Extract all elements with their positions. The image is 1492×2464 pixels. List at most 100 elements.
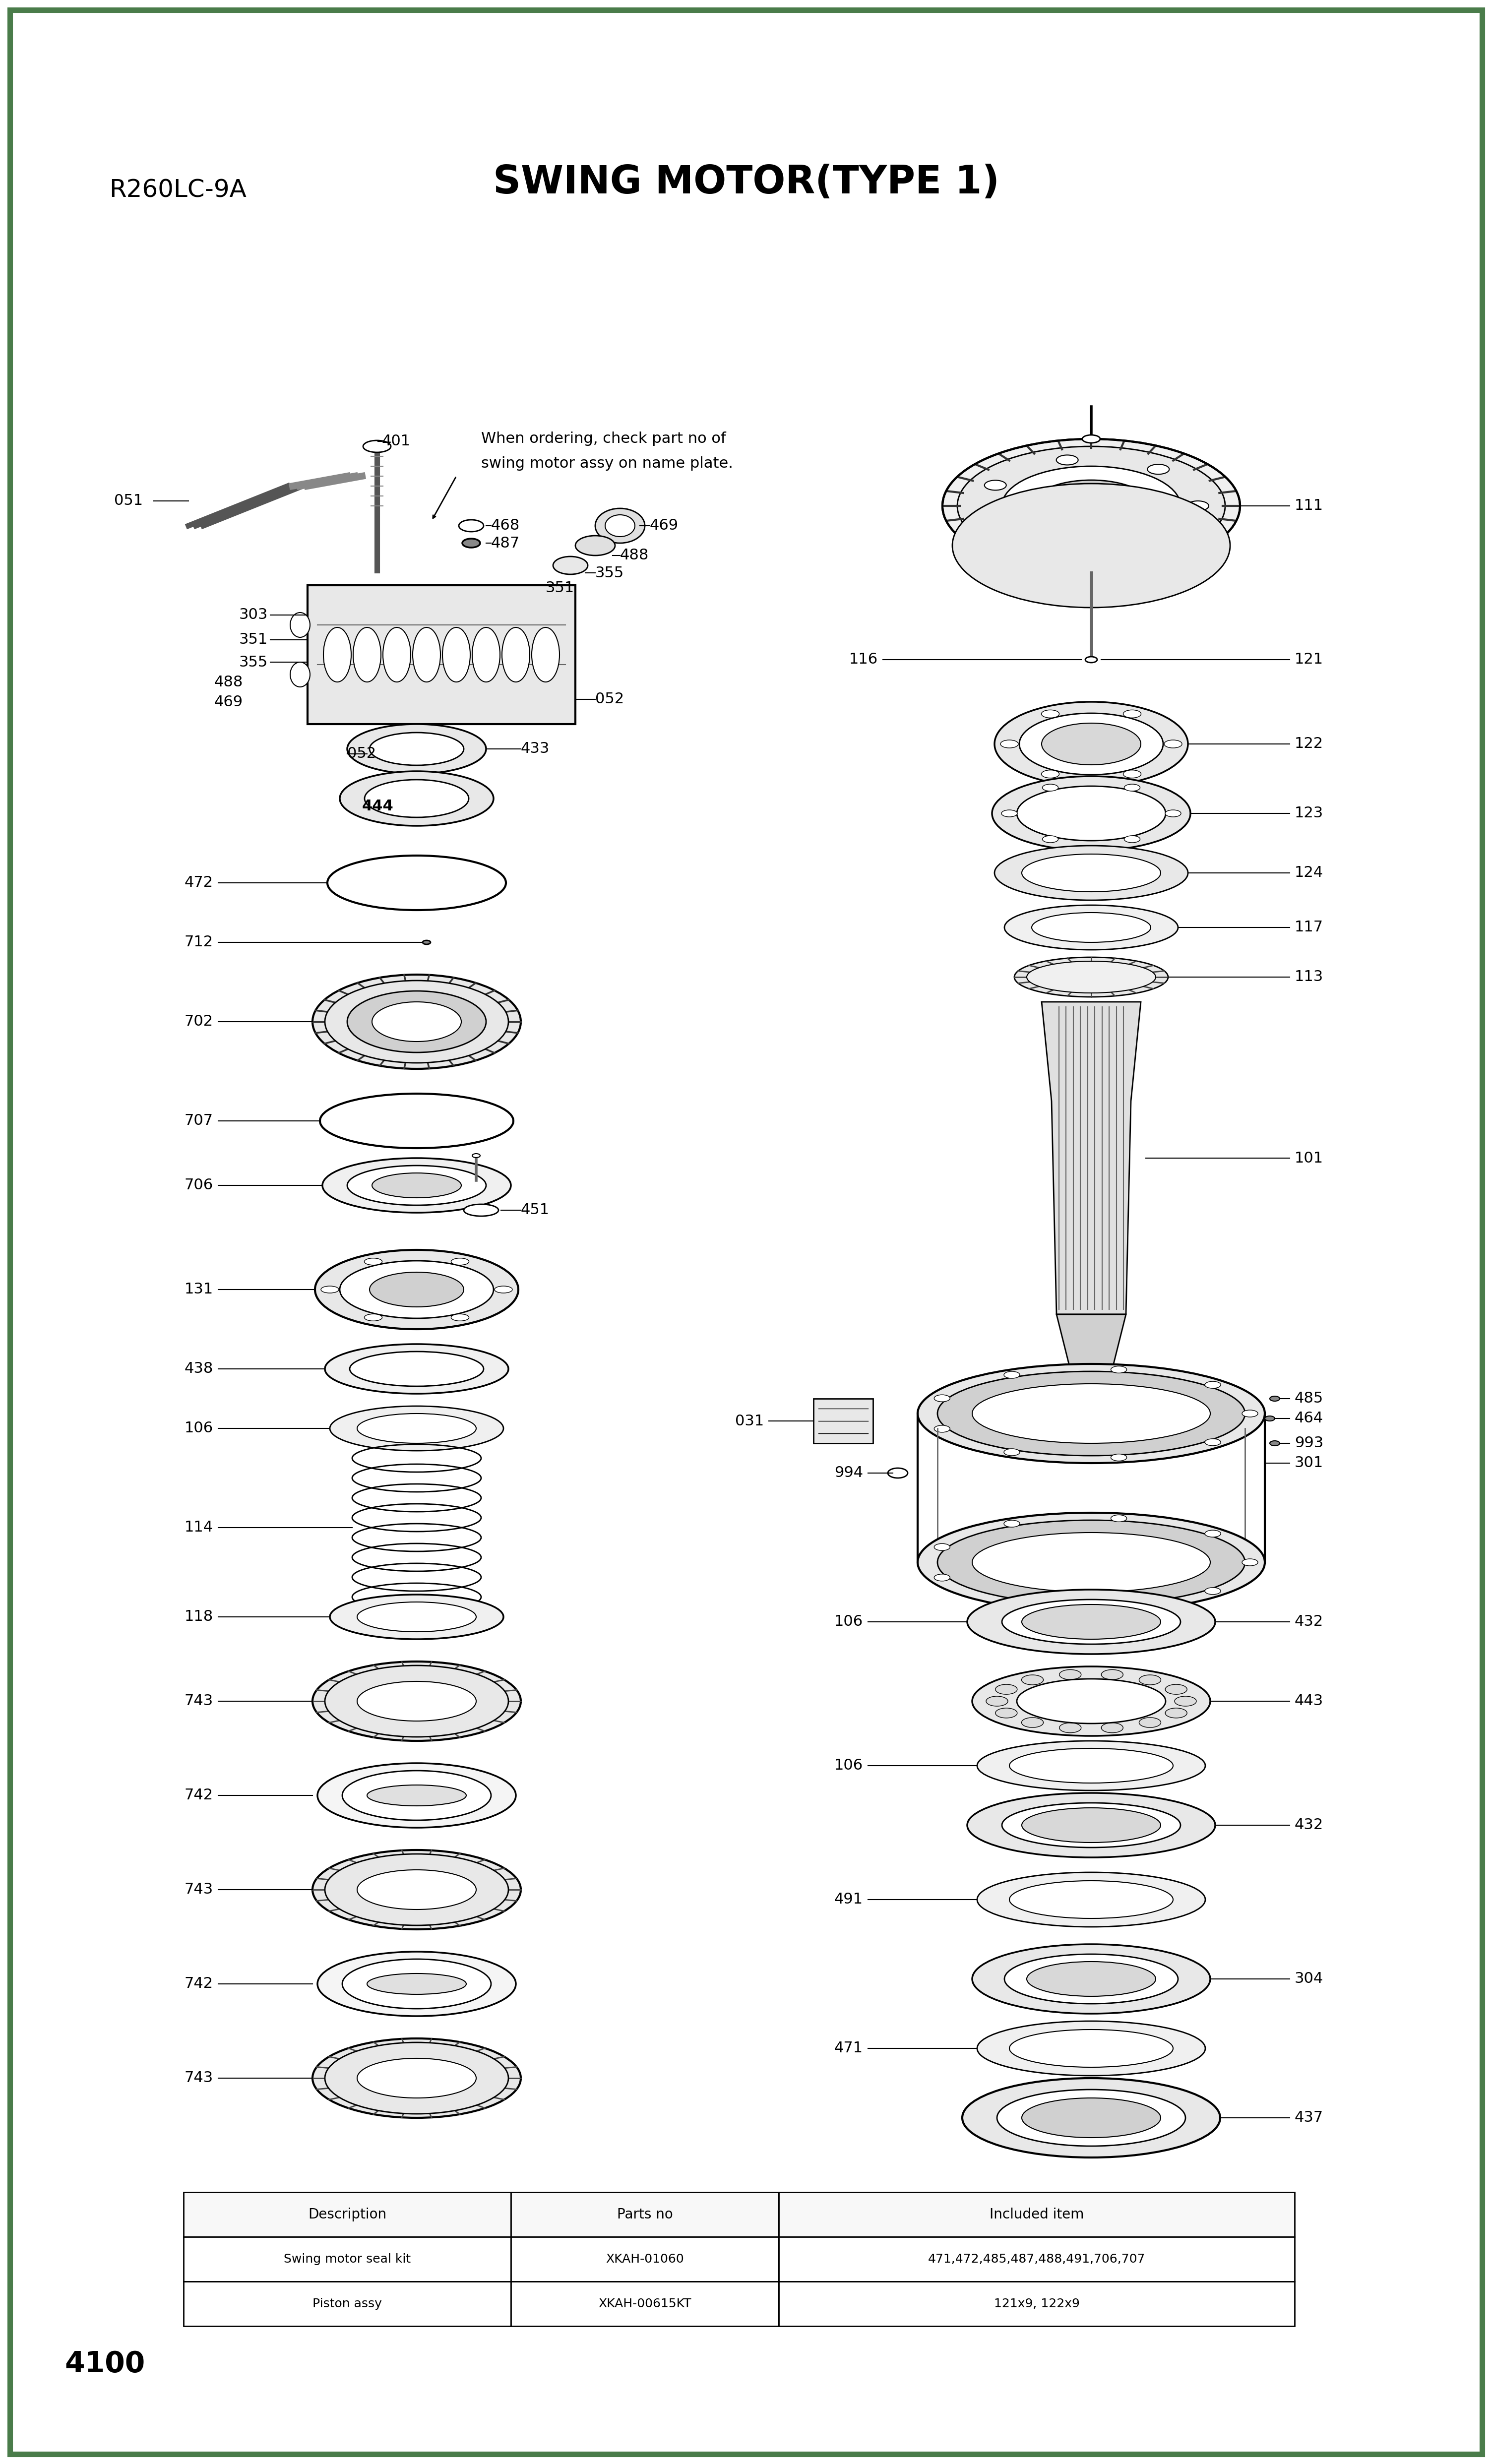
Ellipse shape	[1004, 1520, 1021, 1528]
Ellipse shape	[1206, 1382, 1220, 1387]
Text: 131: 131	[185, 1281, 213, 1296]
Ellipse shape	[342, 1772, 491, 1821]
Ellipse shape	[1018, 786, 1165, 840]
Ellipse shape	[330, 1407, 503, 1451]
Text: 468: 468	[491, 517, 519, 532]
Ellipse shape	[937, 1372, 1244, 1456]
Text: Included item: Included item	[989, 2208, 1083, 2223]
Text: 124: 124	[1295, 865, 1323, 880]
Ellipse shape	[554, 557, 588, 574]
Ellipse shape	[1031, 480, 1150, 532]
Ellipse shape	[576, 535, 615, 554]
Text: 472: 472	[185, 875, 213, 890]
Ellipse shape	[357, 1870, 476, 1910]
Ellipse shape	[967, 1794, 1214, 1858]
Text: Swing motor seal kit: Swing motor seal kit	[283, 2252, 410, 2264]
Ellipse shape	[973, 1533, 1210, 1592]
Bar	[510, 2282, 779, 2326]
Text: 101: 101	[1295, 1151, 1323, 1165]
Ellipse shape	[1056, 547, 1079, 557]
Ellipse shape	[934, 1395, 950, 1402]
Ellipse shape	[312, 1850, 521, 1929]
Ellipse shape	[1112, 1365, 1126, 1372]
Ellipse shape	[1022, 855, 1161, 892]
Ellipse shape	[1270, 1397, 1280, 1402]
Text: 437: 437	[1295, 2112, 1323, 2124]
Ellipse shape	[1147, 463, 1170, 473]
Text: 116: 116	[849, 653, 877, 668]
Ellipse shape	[985, 480, 1006, 490]
Ellipse shape	[1022, 1676, 1043, 1685]
Text: 433: 433	[521, 742, 549, 756]
Ellipse shape	[348, 991, 486, 1052]
Text: 743: 743	[185, 2070, 213, 2085]
Ellipse shape	[1123, 784, 1140, 791]
Text: 4100: 4100	[64, 2351, 145, 2378]
Ellipse shape	[318, 1951, 516, 2016]
Text: XKAH-00615KT: XKAH-00615KT	[598, 2299, 691, 2309]
Ellipse shape	[1004, 1449, 1021, 1456]
Ellipse shape	[1206, 1530, 1220, 1538]
Ellipse shape	[1004, 904, 1179, 949]
Ellipse shape	[460, 520, 483, 532]
Ellipse shape	[1004, 1372, 1021, 1377]
Ellipse shape	[1174, 1695, 1197, 1705]
Ellipse shape	[364, 1313, 382, 1321]
Ellipse shape	[888, 1469, 907, 1478]
Ellipse shape	[1022, 2097, 1161, 2139]
Ellipse shape	[1043, 835, 1058, 843]
Ellipse shape	[494, 1286, 512, 1294]
Bar	[510, 2193, 779, 2237]
Ellipse shape	[934, 1574, 950, 1582]
Ellipse shape	[357, 1414, 476, 1444]
Ellipse shape	[1022, 1717, 1043, 1727]
Ellipse shape	[1010, 1749, 1173, 1784]
Bar	[184, 2282, 510, 2326]
Ellipse shape	[325, 1343, 509, 1395]
Ellipse shape	[1101, 1671, 1123, 1680]
Ellipse shape	[531, 628, 560, 683]
Text: 304: 304	[1295, 1971, 1323, 1986]
Ellipse shape	[357, 2057, 476, 2097]
Ellipse shape	[312, 2038, 521, 2119]
Text: 444: 444	[363, 798, 394, 813]
Ellipse shape	[1188, 500, 1209, 510]
Text: 743: 743	[185, 1882, 213, 1897]
Ellipse shape	[471, 628, 500, 683]
Ellipse shape	[1001, 739, 1019, 749]
Text: 742: 742	[185, 1976, 213, 1991]
Text: 355: 355	[595, 567, 624, 579]
Text: 464: 464	[1295, 1412, 1323, 1427]
Text: 106: 106	[185, 1422, 213, 1437]
Ellipse shape	[1123, 771, 1141, 779]
Ellipse shape	[595, 508, 645, 542]
Text: 706: 706	[185, 1178, 213, 1193]
Bar	[779, 2282, 1295, 2326]
Ellipse shape	[958, 446, 1225, 564]
Ellipse shape	[349, 1353, 483, 1387]
Ellipse shape	[1001, 811, 1018, 818]
Ellipse shape	[340, 1262, 494, 1318]
Ellipse shape	[952, 483, 1229, 609]
Ellipse shape	[973, 1944, 1210, 2013]
Text: 351: 351	[239, 633, 269, 648]
Ellipse shape	[1123, 710, 1141, 717]
Ellipse shape	[357, 1680, 476, 1720]
Text: 993: 993	[1295, 1437, 1323, 1451]
Ellipse shape	[985, 522, 1006, 532]
Ellipse shape	[324, 628, 351, 683]
Ellipse shape	[1164, 739, 1182, 749]
Ellipse shape	[325, 981, 509, 1062]
Text: 355: 355	[239, 655, 269, 670]
Ellipse shape	[1059, 1671, 1082, 1680]
Ellipse shape	[1206, 1587, 1220, 1594]
Ellipse shape	[1270, 1441, 1280, 1446]
Bar	[779, 2193, 1295, 2237]
Ellipse shape	[1031, 912, 1150, 941]
Ellipse shape	[354, 628, 380, 683]
Text: 471: 471	[834, 2040, 862, 2055]
Ellipse shape	[1041, 771, 1059, 779]
Ellipse shape	[997, 2089, 1186, 2146]
Ellipse shape	[977, 1873, 1206, 1927]
Ellipse shape	[1123, 835, 1140, 843]
